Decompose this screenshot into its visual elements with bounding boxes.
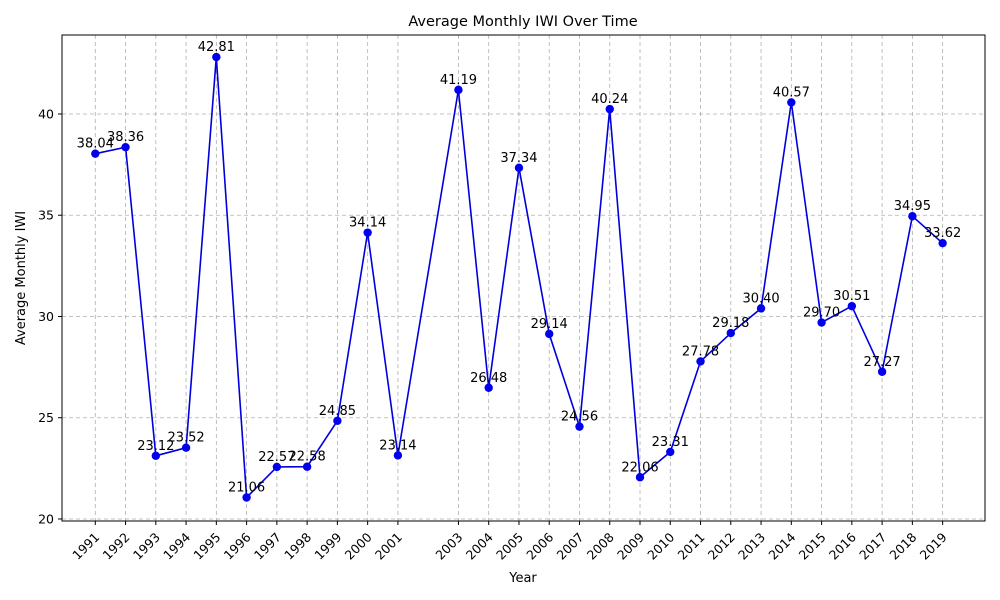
data-point (575, 422, 584, 431)
data-label: 24.56 (561, 410, 598, 425)
x-tick-label: 2005 (493, 530, 526, 563)
x-tick-label: 1993 (130, 530, 163, 563)
data-point (756, 304, 766, 313)
data-point (272, 462, 282, 472)
x-tick-label: 2017 (856, 530, 889, 563)
chart-title: Average Monthly IWI Over Time (408, 14, 637, 30)
x-tick-label: 2019 (917, 529, 950, 562)
x-tick-label: 1996 (221, 529, 254, 562)
data-label: 29.18 (712, 316, 749, 331)
data-label: 22.57 (258, 450, 295, 465)
data-label: 23.31 (652, 435, 689, 450)
data-label: 37.34 (500, 151, 537, 166)
data-label: 27.27 (863, 355, 900, 370)
data-point (242, 493, 251, 502)
data-label: 42.81 (198, 40, 235, 55)
data-label: 38.36 (107, 130, 144, 145)
data-label: 34.14 (349, 216, 386, 231)
data-label: 34.95 (894, 199, 931, 214)
data-point (151, 451, 161, 460)
x-tick-label: 2011 (675, 530, 708, 563)
data-label: 27.78 (682, 344, 719, 359)
data-point (847, 301, 857, 311)
data-points (91, 52, 947, 502)
x-tick-label: 1992 (100, 530, 133, 563)
y-tick-label: 20 (38, 511, 54, 526)
data-label: 29.14 (531, 317, 568, 332)
y-tick-label: 30 (38, 309, 54, 324)
data-label: 22.06 (621, 460, 658, 475)
x-tick-label: 2013 (735, 530, 768, 563)
x-tick-label: 1995 (190, 530, 223, 563)
data-label: 23.14 (379, 438, 416, 453)
x-tick-label: 2006 (523, 529, 556, 562)
data-label: 21.06 (228, 481, 265, 496)
data-point (302, 462, 312, 471)
data-point (121, 142, 130, 152)
data-point (333, 416, 342, 425)
data-label: 30.40 (742, 291, 779, 306)
data-point (938, 238, 947, 248)
x-tick-label: 2012 (705, 530, 738, 563)
x-tick-label: 1999 (311, 529, 344, 562)
x-tick-label: 2014 (765, 529, 798, 562)
data-point (484, 383, 493, 392)
x-tick-label: 2009 (614, 529, 647, 562)
data-point (212, 52, 221, 62)
x-tick-label: 2015 (796, 530, 829, 563)
x-tick-label: 2004 (463, 529, 496, 562)
data-label: 26.48 (470, 371, 507, 386)
x-tick-label: 2018 (886, 529, 919, 562)
data-label: 24.85 (319, 404, 356, 419)
data-label: 41.19 (440, 73, 477, 88)
data-label: 33.62 (924, 226, 961, 241)
data-point (877, 367, 887, 376)
x-tick-label: 1994 (160, 529, 193, 562)
data-point (363, 228, 372, 237)
data-label: 38.04 (77, 137, 114, 152)
x-tick-label: 2001 (372, 530, 405, 563)
y-axis-label: Average Monthly IWI (14, 211, 29, 345)
x-tick-label: 1997 (251, 530, 284, 563)
x-tick-label: 2007 (554, 530, 587, 563)
data-point (454, 85, 463, 95)
grid (62, 35, 985, 521)
data-label: 40.24 (591, 92, 628, 107)
data-label: 23.52 (167, 431, 204, 446)
data-label: 22.58 (289, 450, 326, 465)
data-point (908, 212, 917, 221)
series-line (95, 57, 944, 500)
axis-ticks: 2025303540199119921993199419951996199719… (38, 106, 950, 562)
data-point (726, 328, 735, 338)
data-point (181, 443, 191, 452)
plot-frame (61, 34, 986, 522)
y-tick-label: 25 (38, 410, 54, 425)
data-label: 30.51 (833, 289, 870, 304)
x-tick-label: 2010 (644, 529, 677, 562)
data-label: 40.57 (773, 85, 810, 100)
data-point (787, 98, 796, 107)
data-point (696, 357, 705, 366)
x-tick-label: 1998 (281, 529, 314, 562)
x-tick-label: 1991 (69, 530, 102, 563)
data-point (545, 329, 554, 339)
x-tick-label: 2003 (432, 530, 465, 563)
data-label: 29.70 (803, 306, 840, 321)
y-tick-label: 35 (38, 208, 54, 223)
x-tick-label: 2000 (342, 529, 375, 562)
y-tick-label: 40 (38, 106, 54, 121)
data-point (393, 451, 403, 460)
data-point (91, 149, 100, 158)
x-axis-label: Year (508, 571, 537, 586)
x-tick-label: 2016 (826, 529, 859, 562)
data-point (514, 163, 524, 173)
data-point (635, 473, 645, 482)
data-point (666, 447, 675, 457)
x-tick-label: 2008 (584, 529, 617, 562)
data-point (817, 318, 826, 327)
data-point (605, 104, 614, 114)
data-label: 23.12 (137, 439, 174, 454)
